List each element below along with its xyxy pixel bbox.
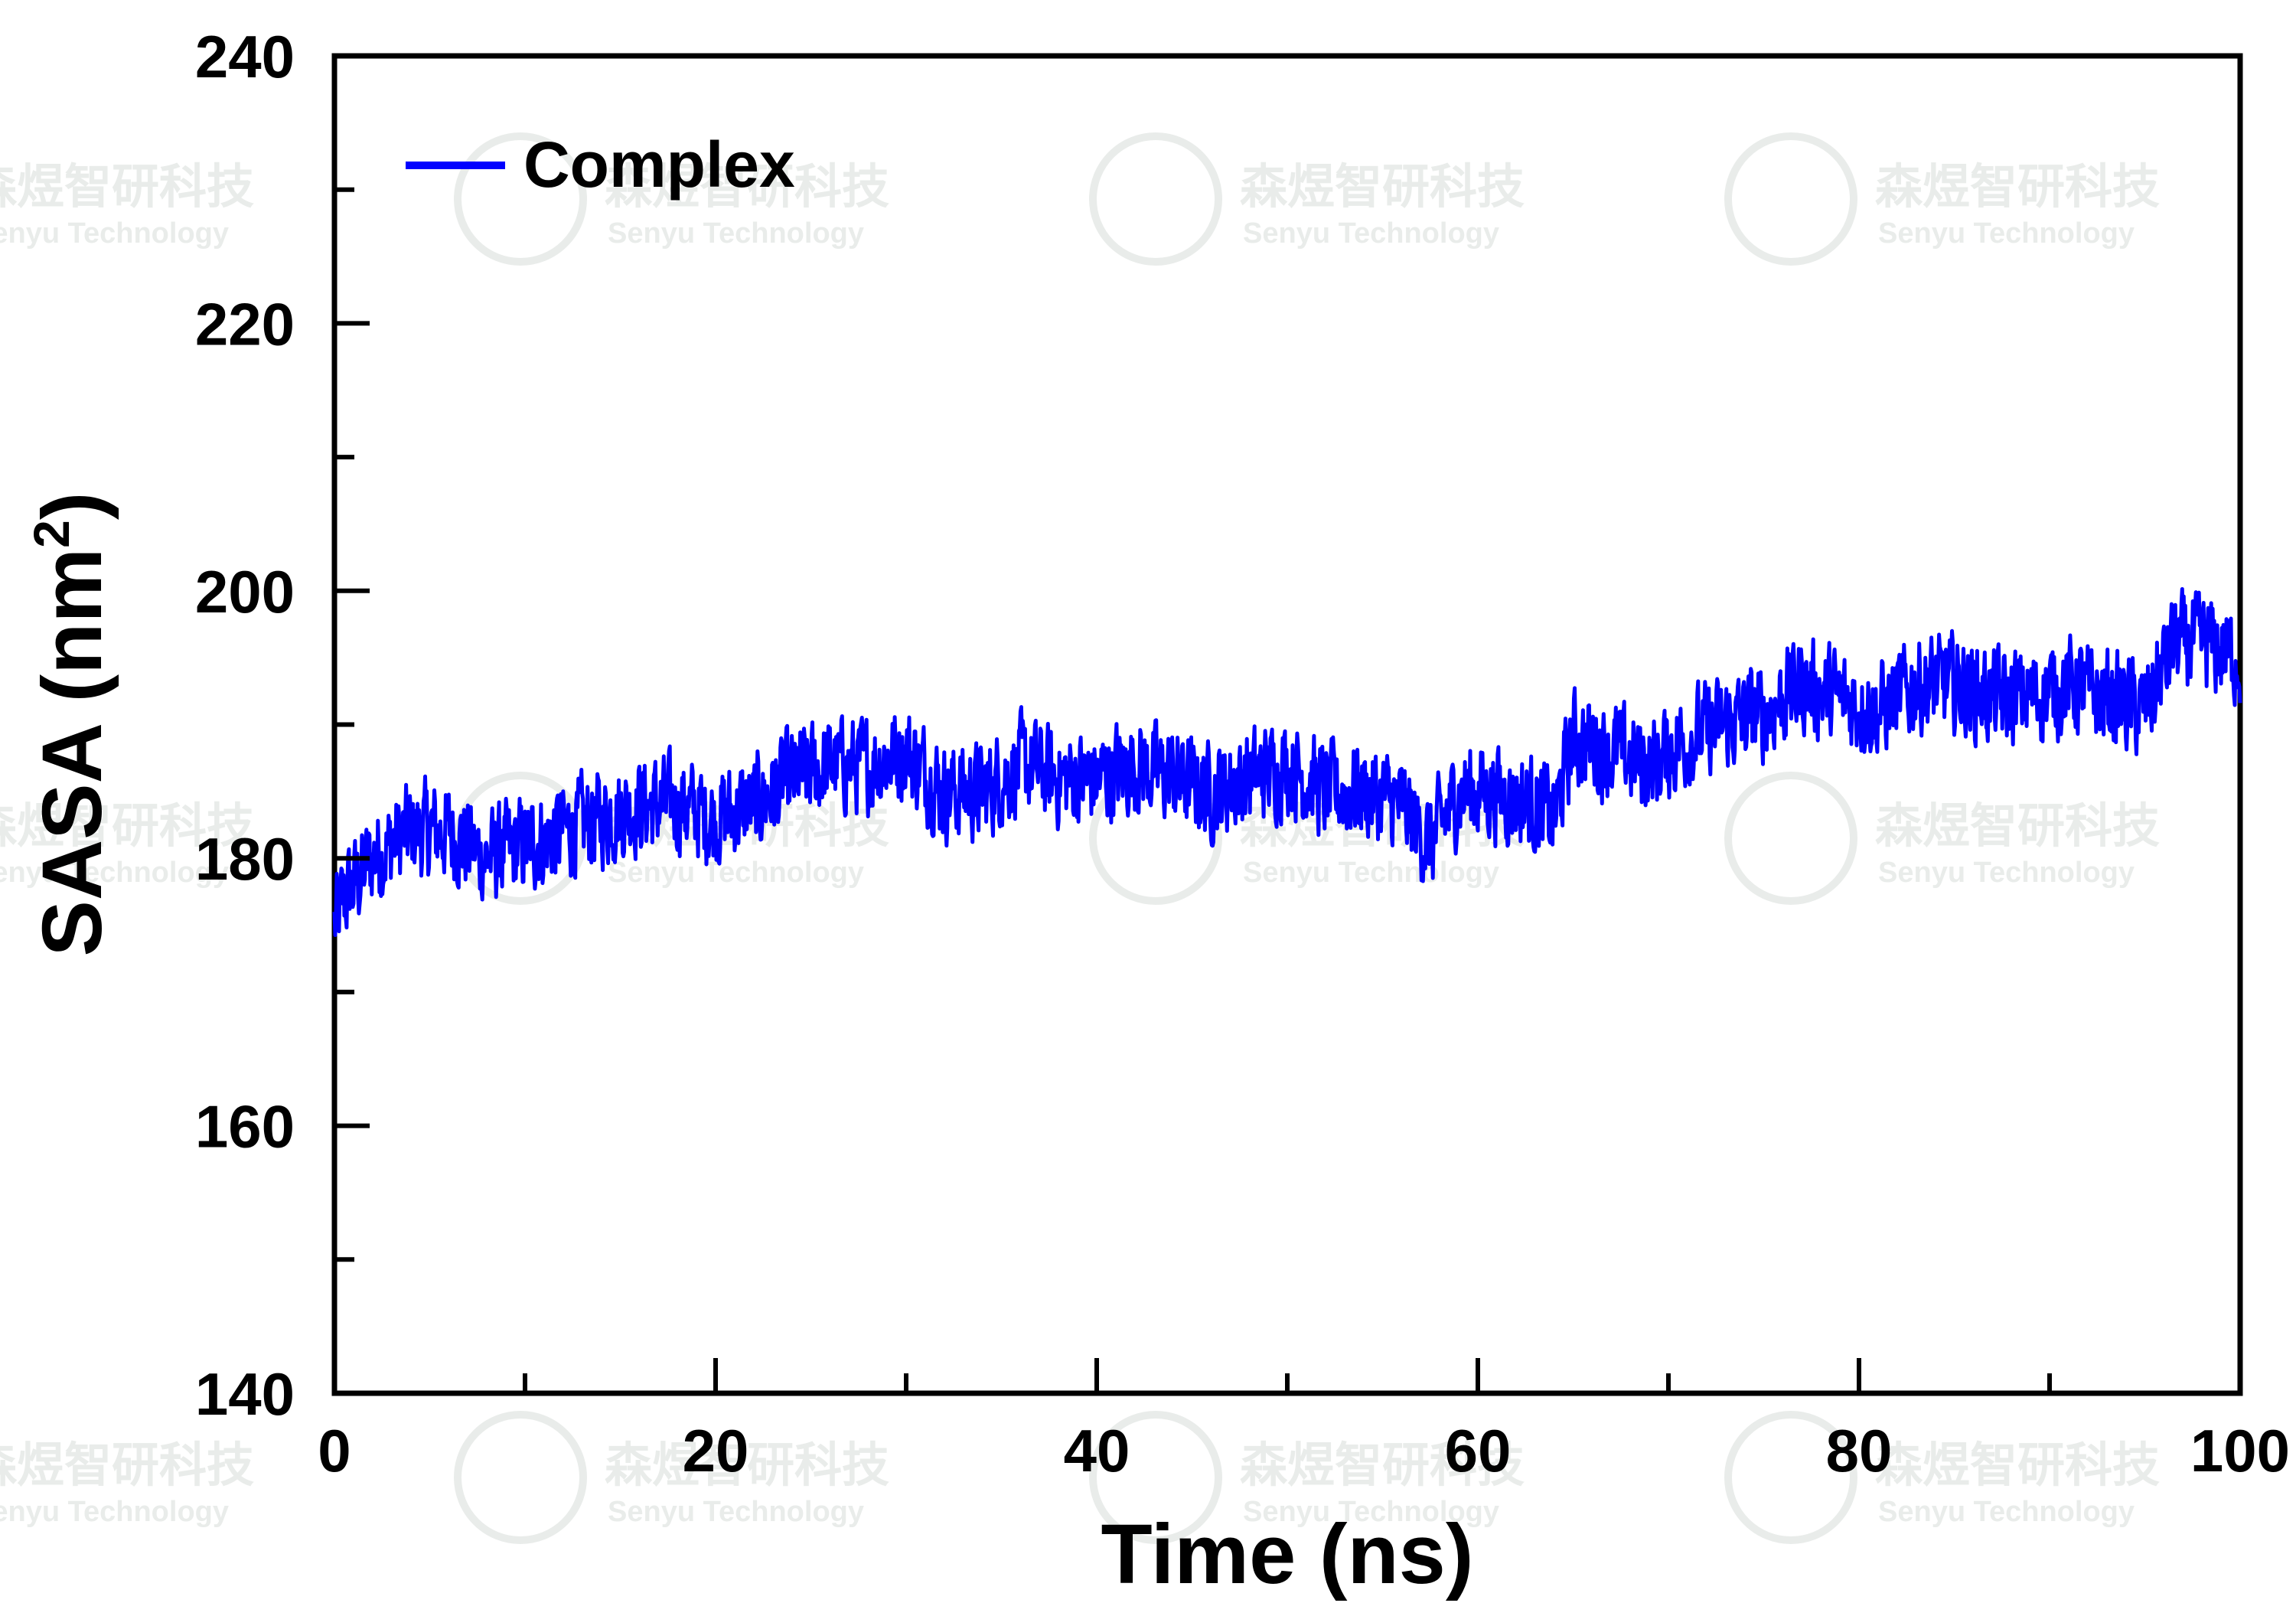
watermark-logo-icon bbox=[1089, 1411, 1222, 1544]
x-tick-label: 60 bbox=[1445, 1417, 1512, 1484]
watermark-text-en: Senyu Technology bbox=[608, 217, 864, 250]
watermark-text-cn: 森煜智研科技 bbox=[605, 1437, 889, 1493]
watermark-logo-icon bbox=[454, 132, 587, 266]
x-tick-label: 40 bbox=[1064, 1417, 1130, 1484]
watermark-logo-icon bbox=[1724, 772, 1857, 905]
watermark-text-cn: 森煜智研科技 bbox=[1875, 158, 2160, 214]
watermark-text-en: Senyu Technology bbox=[1878, 1496, 2135, 1528]
watermark-text-en: Senyu Technology bbox=[1243, 217, 1499, 250]
series-layer bbox=[332, 587, 2242, 937]
watermark-text-en: Senyu Technology bbox=[608, 857, 864, 889]
y-axis-title: SASA (nm2) bbox=[23, 491, 119, 956]
y-tick-label: 220 bbox=[195, 290, 295, 357]
y-axis-title-main: SASA (nm bbox=[25, 548, 119, 957]
x-tick-label: 20 bbox=[683, 1417, 749, 1484]
watermark-text-cn: 森煜智研科技 bbox=[0, 798, 254, 854]
x-axis-title: Time (ns) bbox=[1101, 1507, 1474, 1601]
watermark-logo-icon bbox=[454, 1411, 587, 1544]
watermark-text-cn: 森煜智研科技 bbox=[1240, 1437, 1525, 1493]
y-tick-label: 240 bbox=[195, 23, 295, 90]
y-tick-labels: 140 160 180 200 220 240 bbox=[195, 23, 295, 1428]
axis-ticks bbox=[332, 54, 2242, 1396]
x-tick-label: 100 bbox=[2190, 1417, 2290, 1484]
watermark-text-cn: 森煜智研科技 bbox=[1875, 1437, 2160, 1493]
watermark-logo-icon bbox=[1724, 132, 1857, 266]
watermark-logo-icon bbox=[1089, 132, 1222, 266]
x-tick-label: 0 bbox=[318, 1417, 351, 1484]
y-axis-title-sup: 2 bbox=[23, 520, 80, 548]
y-tick-label: 200 bbox=[195, 558, 295, 625]
watermark-text-cn: 森煜智研科技 bbox=[1875, 798, 2160, 854]
y-axis-title-close: ) bbox=[25, 491, 119, 520]
watermark-text-en: Senyu Technology bbox=[0, 1496, 229, 1528]
watermark-text-en: Senyu Technology bbox=[0, 217, 229, 250]
y-tick-label: 160 bbox=[195, 1093, 295, 1161]
watermark-text-cn: 森煜智研科技 bbox=[605, 158, 889, 214]
watermark-text-en: Senyu Technology bbox=[1878, 217, 2135, 250]
watermark-text-en: Senyu Technology bbox=[1878, 857, 2135, 889]
watermark-text-cn: 森煜智研科技 bbox=[0, 1437, 254, 1493]
watermark-logo-icon bbox=[1724, 1411, 1857, 1544]
watermark-text-cn: 森煜智研科技 bbox=[1240, 158, 1525, 214]
y-tick-label: 140 bbox=[195, 1360, 295, 1428]
y-tick-label: 180 bbox=[195, 825, 295, 893]
watermark-text-en: Senyu Technology bbox=[1243, 857, 1499, 889]
watermark-text-en: Senyu Technology bbox=[0, 857, 229, 889]
legend-label-complex: Complex bbox=[523, 129, 795, 201]
x-tick-label: 80 bbox=[1826, 1417, 1893, 1484]
x-tick-labels: 0 20 40 60 80 100 bbox=[318, 1417, 2290, 1484]
watermark-text-cn: 森煜智研科技 bbox=[0, 158, 254, 214]
legend: Complex bbox=[406, 129, 795, 201]
watermark-text-en: Senyu Technology bbox=[608, 1496, 864, 1528]
series-line-complex bbox=[332, 587, 2242, 937]
watermark-text-en: Senyu Technology bbox=[1243, 1496, 1499, 1528]
